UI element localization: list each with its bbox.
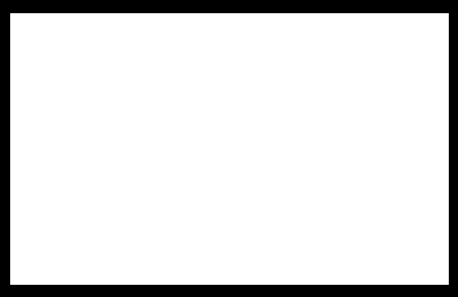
Text: 1: 1 <box>146 97 152 108</box>
Text: 1.4: 1.4 <box>81 86 98 96</box>
Bar <box>318 139 336 238</box>
Bar <box>81 99 98 139</box>
Text: 1.7: 1.7 <box>200 78 217 87</box>
Bar <box>110 139 128 167</box>
Bar <box>51 110 69 139</box>
Text: 0.7: 0.7 <box>260 106 276 116</box>
Text: 3.6: 3.6 <box>170 244 187 254</box>
Text: -1: -1 <box>114 170 125 180</box>
Bar <box>348 139 366 162</box>
Bar <box>378 79 396 139</box>
Bar <box>259 119 277 139</box>
Bar <box>408 139 425 150</box>
Text: 2.1: 2.1 <box>379 66 395 76</box>
Bar <box>200 90 218 139</box>
Text: 1.8: 1.8 <box>289 75 306 85</box>
Bar <box>289 87 306 139</box>
Text: -0.8: -0.8 <box>347 165 367 174</box>
Bar <box>229 139 247 147</box>
Bar <box>140 110 158 139</box>
Text: -0.4: -0.4 <box>407 153 427 163</box>
Text: -3.5: -3.5 <box>317 241 338 251</box>
Text: -0.3: -0.3 <box>228 150 248 160</box>
Text: 1: 1 <box>56 97 63 108</box>
Bar <box>170 139 188 241</box>
